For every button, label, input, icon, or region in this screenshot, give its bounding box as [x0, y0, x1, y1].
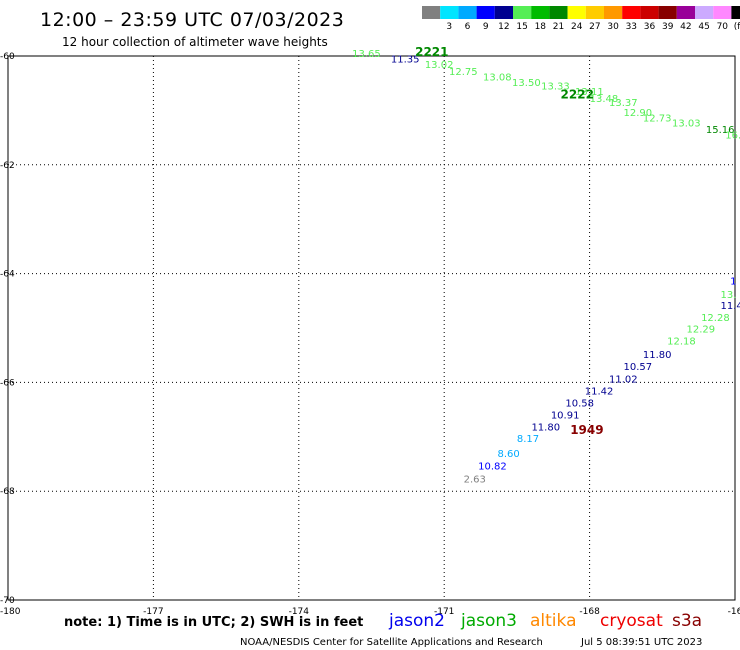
scale-label: 9 — [483, 22, 489, 32]
map-border — [7, 55, 736, 601]
swh-value: 13.48 — [590, 94, 619, 105]
scale-swatch — [695, 6, 714, 19]
lat-tick-label: -60 — [0, 52, 15, 62]
swh-value: 8.17 — [517, 434, 539, 445]
scale-swatch — [476, 6, 495, 19]
scale-label: 18 — [535, 22, 547, 32]
footer-agency: NOAA/NESDIS Center for Satellite Applica… — [240, 637, 543, 648]
scale-swatch — [494, 6, 513, 19]
map-frame: -180 -177 -174 -171 -168 -16 -60 -62 -64 -66 -68 -7… — [0, 52, 740, 617]
swh-value: 8.60 — [498, 449, 520, 460]
lon-tick-label: -174 — [289, 607, 310, 617]
pass-id-label: 1949 — [570, 423, 603, 437]
swh-value: 12.75 — [449, 67, 478, 78]
scale-label: 15 — [516, 22, 527, 32]
lon-tick-label: -180 — [0, 607, 21, 617]
legend-cryosat: cryosat — [600, 611, 663, 631]
lon-tick-label: -168 — [579, 607, 600, 617]
swh-value: 12.29 — [687, 324, 716, 335]
scale-swatch — [513, 6, 532, 19]
swh-value: 12.90 — [624, 108, 653, 119]
scale-swatch — [713, 6, 732, 19]
swh-value: 13.37 — [609, 98, 638, 109]
lon-tick-label: -171 — [434, 607, 454, 617]
scale-label: 33 — [626, 22, 637, 32]
swh-value: 10.82 — [478, 461, 507, 472]
swh-value: 11.42 — [720, 301, 740, 312]
pass-id-label: 2221 — [415, 45, 448, 59]
swh-value: 12.18 — [667, 336, 696, 347]
legend-altika: altika — [530, 611, 577, 631]
swh-value: 11.80 — [531, 422, 560, 433]
swh-value: 11.02 — [609, 374, 638, 385]
swh-value: 10.57 — [624, 362, 653, 373]
scale-label: 21 — [553, 22, 564, 32]
scale-label: 3 — [446, 22, 452, 32]
scale-swatch — [640, 6, 659, 19]
swh-value: 1 — [730, 276, 736, 287]
scale-label: 70 — [717, 22, 729, 32]
scale-swatch — [458, 6, 477, 19]
scale-swatch — [585, 6, 604, 19]
swh-value: 13.33 — [541, 82, 570, 93]
swh-value: 2.63 — [464, 474, 486, 485]
scale-swatch — [549, 6, 568, 19]
swh-value: 11.80 — [643, 350, 672, 361]
scale-swatch — [567, 6, 586, 19]
scale-label: 12 — [498, 22, 509, 32]
swh-value: 16.3 — [725, 131, 740, 142]
scale-label: (ft) — [734, 22, 740, 32]
swh-value: 10.58 — [565, 398, 594, 409]
footer-timestamp: Jul 5 08:39:51 UTC 2023 — [580, 637, 702, 648]
swh-value: 13.08 — [483, 72, 512, 83]
scale-swatch — [440, 6, 459, 19]
legend-jason3: jason3 — [460, 611, 517, 631]
scale-swatch — [658, 6, 677, 19]
scale-swatch — [731, 6, 740, 19]
scale-label: 36 — [644, 22, 656, 32]
swh-value: 12.28 — [701, 313, 730, 324]
swh-value: 10.91 — [551, 410, 580, 421]
scale-label: 45 — [698, 22, 709, 32]
swh-value: 15.16 — [706, 125, 735, 136]
scale-label: 6 — [465, 22, 471, 32]
scale-swatch — [531, 6, 550, 19]
lon-tick-label: -16 — [728, 607, 740, 617]
scale-swatch — [622, 6, 641, 19]
swh-value: 13.03 — [672, 119, 701, 130]
figure-subtitle: 12 hour collection of altimeter wave hei… — [62, 35, 328, 49]
scale-label: 42 — [680, 22, 691, 32]
lat-tick-label: -70 — [0, 596, 15, 606]
swh-value: 13.02 — [425, 60, 454, 71]
scale-label: 27 — [589, 22, 600, 32]
figure-title: 12:00 – 23:59 UTC 07/03/2023 — [40, 9, 344, 31]
swh-value: 13.65 — [352, 49, 381, 60]
swh-value: 11.42 — [585, 386, 614, 397]
swh-value: 11.35 — [391, 55, 420, 66]
lat-tick-label: -62 — [0, 161, 15, 171]
pass-id-label: 2222 — [561, 87, 594, 101]
legend-jason2: jason2 — [388, 611, 445, 631]
scale-swatch — [604, 6, 623, 19]
satellite-legend: jason2 jason3 altika cryosat s3a — [388, 611, 702, 631]
scale-label: 39 — [662, 22, 674, 32]
scale-swatch — [676, 6, 695, 19]
note-text: note: 1) Time is in UTC; 2) SWH is in fe… — [64, 615, 363, 630]
lat-tick-label: -66 — [0, 378, 15, 388]
lat-tick-label: -68 — [0, 487, 15, 497]
scale-swatch — [422, 6, 441, 19]
swh-value: 13. — [720, 290, 736, 301]
swh-value: 13.50 — [512, 78, 541, 89]
scale-label: 24 — [571, 22, 583, 32]
scale-label: 30 — [607, 22, 619, 32]
lat-tick-label: -64 — [0, 270, 15, 280]
swh-value: 12.73 — [643, 113, 672, 124]
swh-value: 13.11 — [575, 87, 604, 98]
legend-s3a: s3a — [672, 611, 702, 631]
lon-tick-label: -177 — [143, 607, 163, 617]
